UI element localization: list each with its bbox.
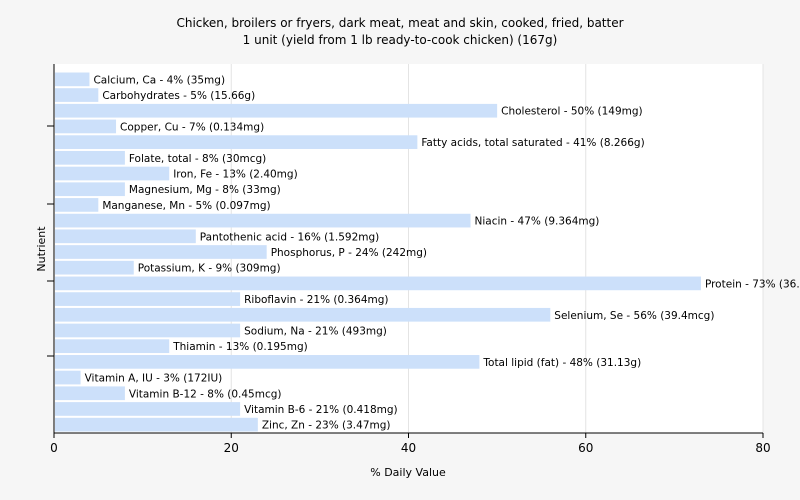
bar-label: Fatty acids, total saturated - 41% (8.26… bbox=[421, 137, 644, 149]
bar-label: Iron, Fe - 13% (2.40mg) bbox=[173, 169, 297, 181]
bar bbox=[55, 103, 498, 118]
x-tick-label: 80 bbox=[755, 441, 770, 455]
bar-label: Vitamin B-6 - 21% (0.418mg) bbox=[244, 404, 398, 416]
x-axis-title: % Daily Value bbox=[370, 466, 446, 479]
bar bbox=[55, 260, 134, 275]
bar bbox=[55, 119, 117, 134]
bar-label: Carbohydrates - 5% (15.66g) bbox=[102, 90, 255, 102]
bar-label: Phosphorus, P - 24% (242mg) bbox=[271, 247, 427, 259]
bar bbox=[55, 229, 196, 244]
bar bbox=[55, 245, 267, 259]
y-axis-title: Nutrient bbox=[35, 226, 48, 272]
bar-label: Magnesium, Mg - 8% (33mg) bbox=[129, 184, 281, 196]
bar bbox=[55, 386, 125, 401]
bar-label: Vitamin B-12 - 8% (0.45mcg) bbox=[129, 388, 282, 400]
bar-label: Zinc, Zn - 23% (3.47mg) bbox=[262, 420, 391, 432]
bar bbox=[55, 198, 99, 212]
bar-label: Calcium, Ca - 4% (35mg) bbox=[93, 74, 225, 86]
bar-label: Pantothenic acid - 16% (1.592mg) bbox=[200, 231, 379, 243]
bar-label: Riboflavin - 21% (0.364mg) bbox=[244, 294, 388, 306]
bar bbox=[55, 276, 701, 291]
bar bbox=[55, 72, 90, 87]
grid-lines bbox=[230, 64, 764, 433]
bar-label: Niacin - 47% (9.364mg) bbox=[475, 216, 600, 228]
x-tick-label: 40 bbox=[401, 441, 416, 455]
bar bbox=[55, 88, 99, 102]
bar bbox=[55, 355, 480, 369]
bar bbox=[55, 166, 170, 181]
bar-label: Vitamin A, IU - 3% (172IU) bbox=[85, 373, 223, 385]
bar bbox=[55, 323, 241, 338]
bar-label: Folate, total - 8% (30mcg) bbox=[129, 153, 266, 165]
bar bbox=[55, 135, 418, 149]
axes-group: 0 20 40 60 80 bbox=[47, 64, 771, 455]
bar bbox=[55, 307, 551, 322]
bar-label: Copper, Cu - 7% (0.134mg) bbox=[120, 121, 264, 133]
bar-label: Cholesterol - 50% (149mg) bbox=[501, 106, 643, 118]
chart-title: Chicken, broilers or fryers, dark meat, … bbox=[176, 16, 623, 30]
bars-group: Calcium, Ca - 4% (35mg) Carbohydrates - 5… bbox=[55, 72, 800, 432]
bar bbox=[55, 370, 81, 385]
bar-label: Selenium, Se - 56% (39.4mcg) bbox=[554, 310, 714, 322]
chart-subtitle: 1 unit (yield from 1 lb ready-to-cook ch… bbox=[243, 33, 558, 47]
bar bbox=[55, 213, 471, 228]
bar-label: Manganese, Mn - 5% (0.097mg) bbox=[102, 200, 270, 212]
bar bbox=[55, 182, 125, 197]
bar bbox=[55, 292, 241, 306]
bar-label: Sodium, Na - 21% (493mg) bbox=[244, 325, 387, 337]
bar-label: Protein - 73% (36.49g) bbox=[705, 278, 800, 290]
x-tick-label: 60 bbox=[578, 441, 593, 455]
bar-label: Total lipid (fat) - 48% (31.13g) bbox=[482, 357, 641, 369]
x-tick-label: 0 bbox=[50, 441, 58, 455]
bar bbox=[55, 339, 170, 354]
bar-label: Potassium, K - 9% (309mg) bbox=[138, 263, 281, 275]
bar-label: Thiamin - 13% (0.195mg) bbox=[172, 341, 308, 353]
bar bbox=[55, 402, 241, 416]
bar bbox=[55, 417, 258, 432]
x-tick-label: 20 bbox=[224, 441, 239, 455]
bar bbox=[55, 150, 125, 165]
